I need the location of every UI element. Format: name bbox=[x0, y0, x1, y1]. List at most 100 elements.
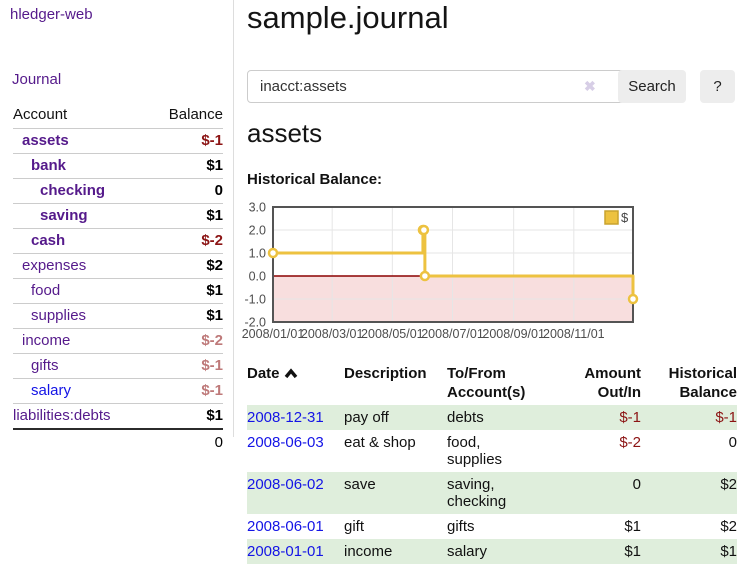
transaction-accounts: food, supplies bbox=[447, 434, 503, 468]
sidebar-account-row: saving $1 bbox=[13, 203, 223, 229]
sidebar-account-link[interactable]: bank bbox=[31, 157, 67, 174]
chart-label: Historical Balance: bbox=[247, 171, 383, 188]
historical-balance-chart[interactable]: $3.0 2.0 1.0 0.0 -1.0 -2.0 2008/01/01 2008/03/0… bbox=[237, 201, 697, 346]
help-button[interactable]: ? bbox=[700, 70, 735, 103]
account-balance-value: $1 bbox=[147, 303, 223, 329]
description-column-header: Description bbox=[344, 365, 427, 382]
register-row: 2008-06-03 eat & shop food, supplies $-2 0 bbox=[247, 430, 737, 472]
accounts-balance-table: Account Balance assets $-1 bank $1 checking 0… bbox=[13, 103, 223, 455]
svg-text:2008/11/01: 2008/11/01 bbox=[543, 327, 605, 341]
sidebar-account-link[interactable]: income bbox=[22, 332, 71, 349]
account-balance-value: $-2 bbox=[147, 328, 223, 354]
transaction-amount: $1 bbox=[624, 518, 641, 535]
account-balance-value: 0 bbox=[147, 178, 223, 204]
transaction-accounts: gifts bbox=[447, 518, 475, 535]
sort-ascending-icon bbox=[284, 368, 297, 379]
transaction-balance: $-1 bbox=[641, 405, 737, 430]
account-page-title: assets bbox=[247, 118, 323, 148]
sidebar-account-link[interactable]: checking bbox=[40, 182, 106, 199]
account-balance-value: $-1 bbox=[147, 128, 223, 154]
app-brand-link[interactable]: hledger-web bbox=[10, 6, 93, 23]
register-row: 2008-12-31 pay off debts $-1 $-1 bbox=[247, 405, 737, 430]
register-row: 2008-06-01 gift gifts $1 $2 bbox=[247, 514, 737, 539]
sidebar-account-row: cash $-2 bbox=[13, 228, 223, 254]
account-balance-value: $1 bbox=[147, 203, 223, 229]
sidebar-account-row: supplies $1 bbox=[13, 303, 223, 329]
svg-text:0.0: 0.0 bbox=[249, 270, 266, 284]
sidebar-account-row: checking 0 bbox=[13, 178, 223, 204]
register-row: 2008-06-02 save saving, checking 0 $2 bbox=[247, 472, 737, 514]
transaction-amount: $-1 bbox=[560, 405, 641, 430]
transaction-date-link[interactable]: 2008-12-31 bbox=[247, 409, 324, 426]
sidebar-account-link[interactable]: assets bbox=[22, 132, 69, 149]
register-row: 2008-01-01 income salary $1 $1 bbox=[247, 539, 737, 564]
transaction-date-link[interactable]: 2008-01-01 bbox=[247, 543, 324, 560]
transaction-accounts: debts bbox=[447, 405, 560, 430]
transaction-amount: 0 bbox=[560, 472, 641, 514]
register-table: Date Description To/From Account(s) Amou… bbox=[247, 362, 737, 564]
sidebar-account-row: liabilities:debts $1 bbox=[13, 403, 223, 430]
svg-text:2008/01/01: 2008/01/01 bbox=[242, 327, 305, 341]
sidebar-item-journal[interactable]: Journal bbox=[12, 71, 62, 88]
sidebar-account-link[interactable]: supplies bbox=[31, 307, 87, 324]
sidebar-account-row: bank $1 bbox=[13, 153, 223, 179]
sidebar-account-link[interactable]: food bbox=[31, 282, 61, 299]
sidebar-account-row: salary $-1 bbox=[13, 378, 223, 404]
transaction-balance: 0 bbox=[728, 434, 737, 451]
transaction-description: income bbox=[344, 539, 447, 564]
svg-text:-1.0: -1.0 bbox=[244, 293, 266, 307]
account-balance-value: $-1 bbox=[147, 353, 223, 379]
transaction-amount: $1 bbox=[560, 539, 641, 564]
transaction-accounts: salary bbox=[447, 539, 560, 564]
account-balance-value: $1 bbox=[147, 153, 223, 179]
date-column-header[interactable]: Date bbox=[247, 362, 344, 405]
transaction-description: gift bbox=[344, 518, 365, 535]
amount-column-header: Amount Out/In bbox=[584, 365, 641, 401]
account-balance-value: $-2 bbox=[147, 228, 223, 254]
transaction-balance: $2 bbox=[641, 472, 737, 514]
sidebar-account-row: expenses $2 bbox=[13, 253, 223, 279]
transaction-amount: $-2 bbox=[619, 434, 641, 451]
sidebar-account-link[interactable]: expenses bbox=[22, 257, 87, 274]
accounts-table-header: Account Balance bbox=[13, 103, 223, 129]
svg-text:2008/05/01: 2008/05/01 bbox=[361, 327, 424, 341]
svg-text:2008/03/01: 2008/03/01 bbox=[301, 327, 364, 341]
transaction-description: save bbox=[344, 472, 447, 514]
account-column-header: Account bbox=[13, 103, 148, 129]
balance-column-header: Balance bbox=[147, 103, 223, 129]
svg-text:2008/09/01: 2008/09/01 bbox=[482, 327, 545, 341]
svg-text:3.0: 3.0 bbox=[249, 201, 266, 215]
register-table-body: 2008-12-31 pay off debts $-1 $-1 2008-06-03 ea… bbox=[247, 405, 737, 564]
sidebar-account-link[interactable]: saving bbox=[40, 207, 88, 224]
transaction-balance: $1 bbox=[641, 539, 737, 564]
sidebar-account-row: assets $-1 bbox=[13, 128, 223, 154]
transaction-accounts: saving, checking bbox=[447, 472, 560, 514]
sidebar: hledger-web Journal Account Balance asse… bbox=[0, 0, 234, 451]
register-header-row: Date Description To/From Account(s) Amou… bbox=[247, 362, 737, 405]
transaction-date-link[interactable]: 2008-06-02 bbox=[247, 476, 324, 493]
chart-legend-label: $ bbox=[621, 210, 629, 225]
sidebar-account-row: food $1 bbox=[13, 278, 223, 304]
balance-column-header-register: Historical Balance bbox=[668, 365, 737, 401]
sidebar-account-link[interactable]: liabilities:debts bbox=[13, 407, 111, 424]
accounts-table-body: assets $-1 bank $1 checking 0 saving $1 cash $-2 e… bbox=[13, 128, 223, 456]
search-button[interactable]: Search bbox=[618, 70, 686, 103]
search-input[interactable] bbox=[247, 70, 635, 103]
svg-text:2.0: 2.0 bbox=[249, 224, 266, 238]
sidebar-account-row: income $-2 bbox=[13, 328, 223, 354]
transaction-date-link[interactable]: 2008-06-01 bbox=[247, 518, 324, 535]
accounts-total-value: 0 bbox=[214, 434, 223, 451]
account-balance-value: $2 bbox=[147, 253, 223, 279]
clear-search-icon[interactable]: ✖ bbox=[584, 78, 596, 94]
sidebar-account-link[interactable]: cash bbox=[31, 232, 66, 249]
account-balance-value: $1 bbox=[147, 403, 223, 430]
page-title: sample.journal bbox=[247, 0, 449, 35]
transaction-description: pay off bbox=[344, 405, 447, 430]
sidebar-account-link[interactable]: salary bbox=[31, 382, 72, 399]
sidebar-account-row: gifts $-1 bbox=[13, 353, 223, 379]
svg-text:2008/07/01: 2008/07/01 bbox=[421, 327, 484, 341]
svg-text:-2.0: -2.0 bbox=[244, 316, 266, 330]
accounts-total-row: 0 bbox=[13, 429, 223, 455]
sidebar-account-link[interactable]: gifts bbox=[31, 357, 59, 374]
transaction-date-link[interactable]: 2008-06-03 bbox=[247, 434, 324, 451]
